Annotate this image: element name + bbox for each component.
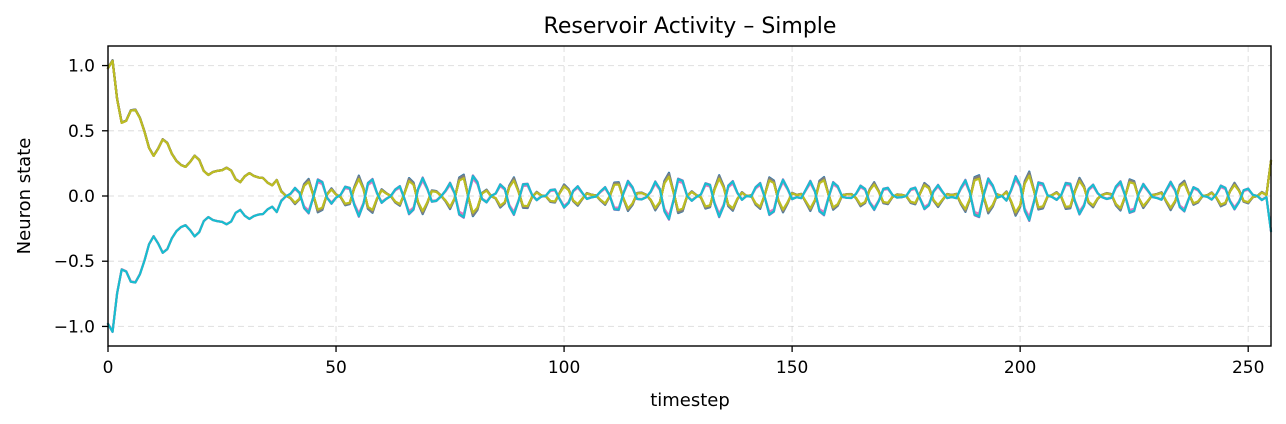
chart-title: Reservoir Activity – Simple xyxy=(544,14,837,39)
x-axis-label: timestep xyxy=(650,390,730,411)
x-tick-label: 50 xyxy=(325,358,347,378)
y-tick-label: 1.0 xyxy=(68,57,95,77)
x-tick-label: 200 xyxy=(1004,358,1036,378)
y-tick-label: 0.0 xyxy=(68,187,95,207)
x-tick-label: 100 xyxy=(548,358,580,378)
x-axis: 0 50 100 150 200 250 xyxy=(103,346,1264,378)
y-tick-label: −1.0 xyxy=(54,317,95,337)
y-tick-label: −0.5 xyxy=(54,252,95,272)
series-group xyxy=(106,59,1273,334)
y-tick-label: 0.5 xyxy=(68,122,95,142)
series-line xyxy=(106,175,1273,333)
y-axis-label: Neuron state xyxy=(14,138,35,255)
x-tick-label: 250 xyxy=(1232,358,1264,378)
y-axis: −1.0 −0.5 0.0 0.5 1.0 xyxy=(54,57,108,337)
grid xyxy=(107,46,1271,346)
series-line xyxy=(106,59,1273,214)
x-tick-label: 0 xyxy=(103,358,114,378)
x-tick-label: 150 xyxy=(776,358,808,378)
